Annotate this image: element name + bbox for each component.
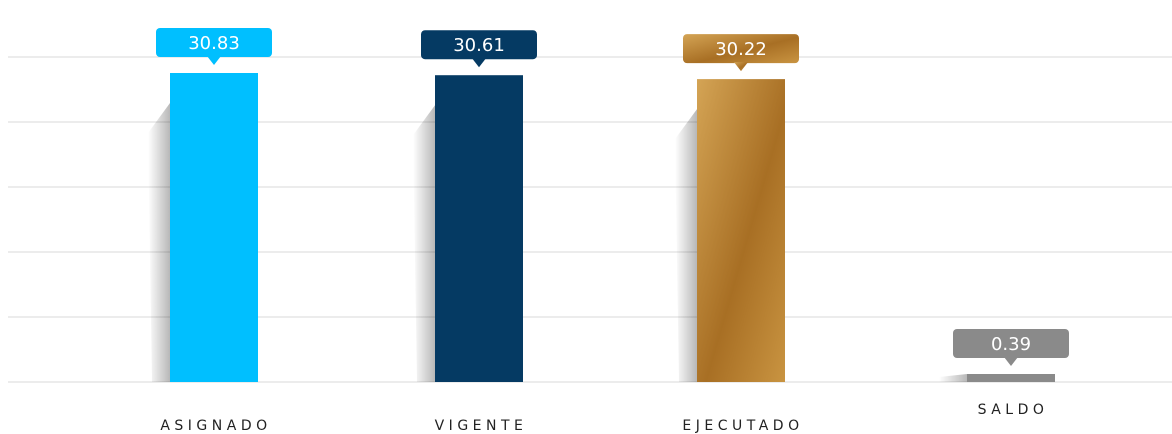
callout-pointer	[1004, 357, 1018, 366]
callout-box	[953, 329, 1069, 358]
data-label: 30.22	[715, 39, 767, 60]
category-label: ASIGNADO	[160, 418, 271, 434]
callout-pointer	[472, 58, 486, 68]
data-label: 30.61	[453, 35, 505, 56]
bar-shadow	[939, 374, 967, 382]
callout-pointer	[734, 62, 748, 72]
bar-vigente	[435, 75, 523, 383]
callout-box	[156, 28, 272, 57]
bar-asignado	[170, 73, 258, 382]
category-label: VIGENTE	[435, 418, 528, 434]
bar-saldo	[967, 374, 1055, 382]
category-label: SALDO	[978, 402, 1049, 418]
category-labels: ASIGNADO VIGENTE EJECUTADO SALDO	[160, 402, 1049, 434]
bars	[170, 73, 1055, 383]
data-label: 30.83	[188, 33, 240, 54]
callout-pointer	[207, 56, 221, 65]
bar-shadow	[413, 105, 435, 383]
bar-shadow	[148, 103, 170, 382]
value-callout: 30.61	[421, 30, 537, 68]
value-callout: 30.22	[683, 34, 799, 72]
bar-shadow	[675, 109, 697, 382]
value-callouts: 30.83 30.61 30.22 0.39	[156, 28, 1069, 366]
data-label: 0.39	[991, 334, 1031, 355]
callout-box	[421, 30, 537, 60]
bar-ejecutado	[697, 79, 785, 382]
value-callout: 30.83	[156, 28, 272, 65]
bar-shadows	[148, 103, 967, 383]
value-callout: 0.39	[953, 329, 1069, 366]
category-label: EJECUTADO	[682, 418, 803, 434]
callout-box	[683, 34, 799, 64]
